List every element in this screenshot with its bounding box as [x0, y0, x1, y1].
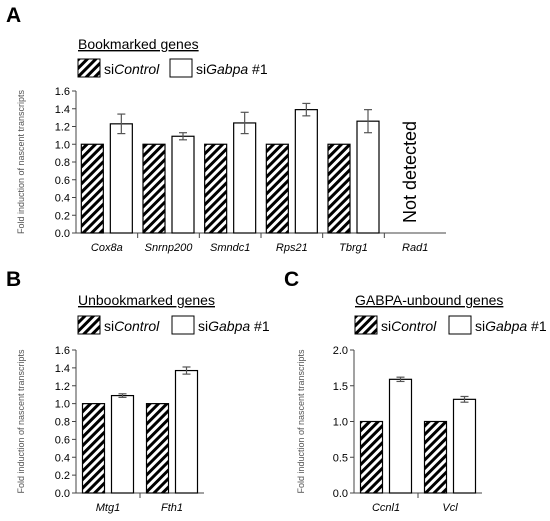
bar-sicontrol	[142, 143, 166, 234]
y-tick-label: 1.0	[55, 399, 70, 411]
legend-gabpa-label: siGabpa #1	[196, 61, 268, 77]
bar-sicontrol	[359, 420, 384, 494]
bar-sicontrol	[204, 143, 228, 234]
panel-c-letter: C	[284, 268, 299, 291]
panel-c-legend: siControl siGabpa #1	[354, 315, 547, 335]
panel-a-title: Bookmarked genes	[78, 36, 199, 52]
legend-control-label: siControl	[104, 318, 160, 334]
legend-gabpa-label: siGabpa #1	[475, 318, 547, 334]
y-tick-label: 0.2	[55, 470, 70, 482]
y-tick-label: 1.4	[55, 104, 70, 116]
panel-c-title: GABPA-unbound genes	[355, 292, 503, 308]
category-label: Vcl	[442, 502, 458, 514]
y-tick-label: 0.5	[333, 452, 348, 464]
bar-sigabpa	[109, 123, 133, 234]
y-tick-label: 0.4	[55, 193, 70, 205]
category-label: Rps21	[276, 242, 308, 254]
category-label: Rad1	[402, 242, 428, 254]
bar-sicontrol	[423, 420, 448, 494]
panel-b-title: Unbookmarked genes	[78, 292, 215, 308]
category-label: Ccnl1	[372, 502, 400, 514]
category-label: Mtg1	[96, 502, 120, 514]
panel-a-letter: A	[6, 4, 21, 27]
y-axis-label: Fold induction of nascent transcripts	[16, 349, 26, 494]
chart-gabpa-unbound-genes: 0.0 0.5 1.0 1.5 2.0 Fold induction of nascent…	[296, 345, 482, 514]
bar-sicontrol	[145, 403, 170, 494]
bar-sicontrol	[80, 143, 104, 234]
bar-sigabpa	[171, 135, 195, 234]
category-label: Cox8a	[91, 242, 123, 254]
legend-control-swatch	[354, 315, 378, 335]
bar-sigabpa	[356, 120, 380, 234]
y-tick-label: 1.0	[333, 417, 348, 429]
y-tick-label: 1.6	[55, 345, 70, 357]
legend-control-swatch	[77, 58, 101, 78]
chart-bookmarked-genes: 0.0 0.2 0.4 0.6 0.8 1.0 1.2 1.4 1.6 Fold inductio…	[16, 86, 446, 254]
bar-sigabpa	[233, 122, 257, 234]
y-tick-label: 0.8	[55, 417, 70, 429]
y-tick-label: 0.0	[55, 488, 70, 500]
y-axis-label: Fold induction of nascent transcripts	[296, 349, 306, 494]
legend-control-label: siControl	[104, 61, 160, 77]
y-tick-label: 1.6	[55, 86, 70, 98]
y-tick-label: 0.6	[55, 175, 70, 187]
legend-gabpa-label: siGabpa #1	[198, 318, 270, 334]
y-tick-label: 0.0	[333, 488, 348, 500]
y-tick-label: 1.4	[55, 363, 70, 375]
category-label: Smndc1	[210, 242, 250, 254]
y-tick-label: 0.6	[55, 434, 70, 446]
y-tick-label: 0.0	[55, 228, 70, 240]
category-label: Fth1	[161, 502, 183, 514]
bar-sicontrol	[265, 143, 289, 234]
y-tick-label: 0.2	[55, 210, 70, 222]
bar-sigabpa	[174, 369, 199, 494]
panel-a-legend: siControl siGabpa #1	[77, 58, 268, 78]
legend-control-swatch	[77, 315, 101, 335]
legend-gabpa-swatch	[169, 58, 193, 78]
legend-gabpa-swatch	[171, 315, 195, 335]
not-detected-annotation: Not detected	[400, 121, 420, 223]
bar-sicontrol	[81, 403, 106, 494]
y-tick-label: 1.0	[55, 139, 70, 151]
panel-b-legend: siControl siGabpa #1	[77, 315, 270, 335]
y-tick-label: 2.0	[333, 345, 348, 357]
bar-sigabpa	[388, 378, 413, 494]
legend-control-label: siControl	[381, 318, 437, 334]
y-tick-label: 1.5	[333, 381, 348, 393]
bar-sicontrol	[327, 143, 351, 234]
y-axis-label: Fold induction of nascent transcripts	[16, 89, 26, 234]
chart-unbookmarked-genes: 0.0 0.2 0.4 0.6 0.8 1.0 1.2 1.4 1.6 Fold inductio…	[16, 345, 204, 514]
y-tick-label: 1.2	[55, 381, 70, 393]
bar-sigabpa	[294, 109, 318, 234]
bar-sigabpa	[110, 394, 135, 494]
category-label: Tbrg1	[339, 242, 368, 254]
bar-sigabpa	[452, 398, 477, 494]
y-tick-label: 0.8	[55, 157, 70, 169]
category-label: Snrnp200	[145, 242, 194, 254]
panel-b-letter: B	[6, 268, 21, 291]
legend-gabpa-swatch	[448, 315, 472, 335]
y-tick-label: 1.2	[55, 122, 70, 134]
y-tick-label: 0.4	[55, 452, 70, 464]
